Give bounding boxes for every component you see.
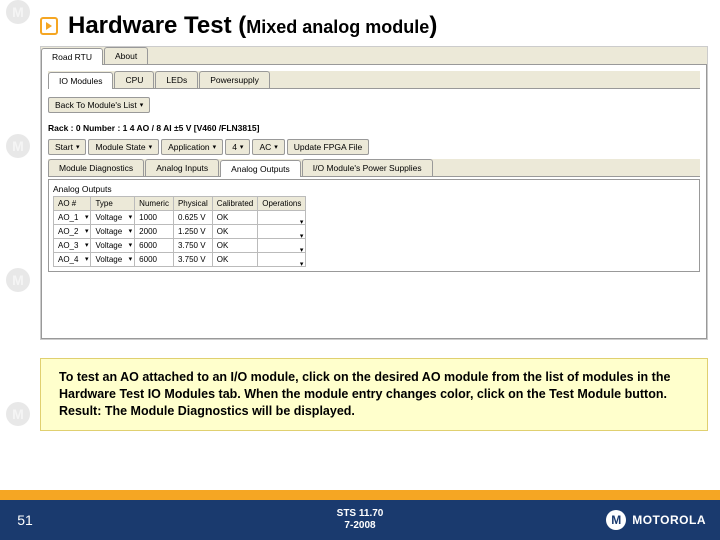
cell[interactable]: Voltage	[91, 239, 135, 253]
analog-outputs-table: AO #TypeNumericPhysicalCalibratedOperati…	[53, 196, 306, 267]
cell: OK	[212, 211, 257, 225]
cell: OK	[212, 225, 257, 239]
table-row[interactable]: AO_3Voltage60003.750 VOK	[54, 239, 306, 253]
cell: 3.750 V	[173, 253, 212, 267]
col-header: Calibrated	[212, 197, 257, 211]
cell: 2000	[135, 225, 174, 239]
innertab-analog-outputs[interactable]: Analog Outputs	[220, 160, 301, 177]
chevron-down-icon: ▾	[213, 143, 217, 151]
col-header: AO #	[54, 197, 91, 211]
col-header: Physical	[173, 197, 212, 211]
cell[interactable]	[258, 225, 306, 239]
toolbar-application[interactable]: Application ▾	[161, 139, 223, 155]
cell[interactable]: AO_1	[54, 211, 91, 225]
subtab-io-modules[interactable]: IO Modules	[48, 72, 113, 89]
chevron-down-icon: ▾	[140, 101, 144, 109]
chevron-down-icon: ▾	[76, 143, 80, 151]
toolbar-module-state[interactable]: Module State ▾	[88, 139, 159, 155]
chevron-down-icon: ▾	[149, 143, 153, 151]
app-window: Road RTUAbout IO ModulesCPULEDsPowersupp…	[40, 46, 708, 340]
chevron-down-icon: ▾	[274, 143, 278, 151]
instruction-caption: To test an AO attached to an I/O module,…	[40, 358, 708, 431]
bullet-icon	[40, 17, 58, 35]
subtab-leds[interactable]: LEDs	[155, 71, 198, 88]
col-header: Type	[91, 197, 135, 211]
table-row[interactable]: AO_2Voltage20001.250 VOK	[54, 225, 306, 239]
chevron-down-icon: ▾	[240, 143, 244, 151]
rack-info: Rack : 0 Number : 1 4 AO / 8 AI ±5 V [V4…	[48, 123, 700, 133]
innertab-module-diagnostics[interactable]: Module Diagnostics	[48, 159, 144, 176]
back-label: Back To Module's List	[55, 100, 137, 110]
subtab-cpu[interactable]: CPU	[114, 71, 154, 88]
cell: OK	[212, 239, 257, 253]
cell: 1.250 V	[173, 225, 212, 239]
table-row[interactable]: AO_1Voltage10000.625 VOK	[54, 211, 306, 225]
watermark-logo: M	[6, 402, 30, 426]
watermark-logo: M	[6, 268, 30, 292]
watermark-logo: M	[6, 134, 30, 158]
cell: 0.625 V	[173, 211, 212, 225]
cell[interactable]: Voltage	[91, 225, 135, 239]
page-title: Hardware Test (Mixed analog module)	[68, 12, 437, 40]
innertab-i-o-module-s-power-supplies[interactable]: I/O Module's Power Supplies	[302, 159, 433, 176]
cell[interactable]: AO_3	[54, 239, 91, 253]
motorola-icon: M	[606, 510, 626, 530]
slide-number: 51	[0, 512, 50, 528]
col-header: Operations	[258, 197, 306, 211]
footer: 51 STS 11.707-2008 M MOTOROLA	[0, 490, 720, 540]
back-button[interactable]: Back To Module's List ▾	[48, 97, 150, 113]
toolbar-start[interactable]: Start ▾	[48, 139, 86, 155]
cell: 6000	[135, 253, 174, 267]
cell: 1000	[135, 211, 174, 225]
brand-label: MOTOROLA	[632, 513, 706, 527]
cell[interactable]: Voltage	[91, 211, 135, 225]
cell[interactable]: AO_2	[54, 225, 91, 239]
toolbar-update-fpga-file[interactable]: Update FPGA File	[287, 139, 370, 155]
toolbar-ac[interactable]: AC ▾	[252, 139, 284, 155]
table-row[interactable]: AO_4Voltage60003.750 VOK	[54, 253, 306, 267]
cell: 6000	[135, 239, 174, 253]
cell[interactable]	[258, 211, 306, 225]
cell[interactable]: Voltage	[91, 253, 135, 267]
footer-center: STS 11.707-2008	[337, 508, 384, 532]
cell: 3.750 V	[173, 239, 212, 253]
grid-title: Analog Outputs	[53, 184, 695, 194]
cell[interactable]: AO_4	[54, 253, 91, 267]
cell[interactable]	[258, 253, 306, 267]
col-header: Numeric	[135, 197, 174, 211]
tab-about[interactable]: About	[104, 47, 148, 64]
toolbar-4[interactable]: 4 ▾	[225, 139, 250, 155]
cell[interactable]	[258, 239, 306, 253]
watermark-logo: M	[6, 0, 30, 24]
tab-road-rtu[interactable]: Road RTU	[41, 48, 103, 65]
subtab-powersupply[interactable]: Powersupply	[199, 71, 270, 88]
innertab-analog-inputs[interactable]: Analog Inputs	[145, 159, 219, 176]
cell: OK	[212, 253, 257, 267]
